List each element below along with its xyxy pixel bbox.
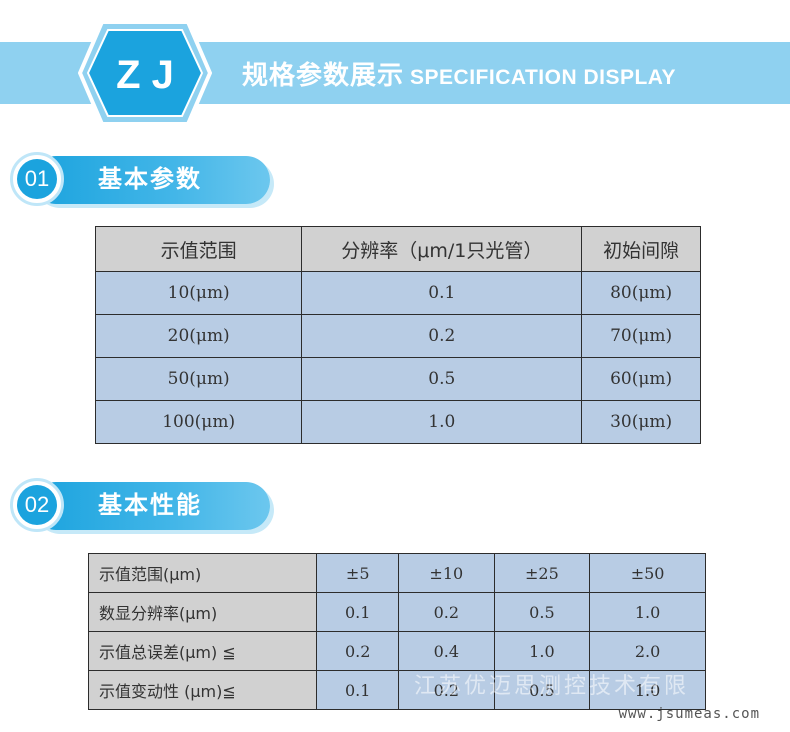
- table-cell: 0.1: [301, 271, 583, 315]
- row-label: 示值变动性 (μm)≦: [87, 670, 318, 710]
- section-header-basic-params: 01 基本参数: [10, 152, 272, 210]
- table-cell: 0.2: [301, 314, 583, 358]
- table-cell: ±25: [493, 553, 591, 593]
- table-cell: 80(μm): [581, 271, 701, 315]
- table-cell: 100(μm): [94, 400, 303, 444]
- section-title: 基本性能: [98, 492, 202, 519]
- table-row: 示值总误差(μm) ≦ 0.2 0.4 1.0 2.0: [87, 631, 706, 671]
- table-cell: 0.5: [301, 357, 583, 401]
- table-row: 示值变动性 (μm)≦ 0.1 0.2 0.5 1.0: [87, 670, 706, 710]
- table-row: 50(μm) 0.5 60(μm): [94, 357, 701, 401]
- section-header-basic-performance: 02 基本性能: [10, 478, 272, 536]
- section-number: 02: [17, 485, 57, 525]
- table-row: 数显分辨率(μm) 0.1 0.2 0.5 1.0: [87, 592, 706, 632]
- table-cell: 20(μm): [94, 314, 303, 358]
- table-cell: 70(μm): [581, 314, 701, 358]
- table-cell: 50(μm): [94, 357, 303, 401]
- table-cell: 0.1: [316, 592, 399, 632]
- table-cell: 0.5: [493, 592, 591, 632]
- table-cell: ±50: [589, 553, 706, 593]
- column-header: 分辨率（μm/1只光管）: [301, 226, 583, 272]
- column-header: 示值范围: [94, 226, 303, 272]
- table-cell: 0.2: [316, 631, 399, 671]
- row-label: 示值总误差(μm) ≦: [87, 631, 318, 671]
- table-cell: ±5: [316, 553, 399, 593]
- table-cell: 1.0: [589, 592, 706, 632]
- section-number: 01: [17, 159, 57, 199]
- section-number-badge: 01: [10, 152, 64, 206]
- zj-hexagon-logo: Z J: [78, 20, 212, 126]
- column-header: 初始间隙: [581, 226, 701, 272]
- table-row: 100(μm) 1.0 30(μm): [94, 400, 701, 444]
- table-cell: 30(μm): [581, 400, 701, 444]
- row-label: 数显分辨率(μm): [87, 592, 318, 632]
- section-pill: [32, 156, 270, 204]
- website-url: www.jsumeas.com: [618, 706, 760, 722]
- section-number-badge: 02: [10, 478, 64, 532]
- table-cell: 10(μm): [94, 271, 303, 315]
- table-cell: 0.1: [316, 670, 399, 710]
- table-cell: 0.2: [397, 592, 495, 632]
- row-label: 示值范围(μm): [87, 553, 318, 593]
- logo-text: Z J: [116, 53, 174, 97]
- basic-params-table: 示值范围 分辨率（μm/1只光管） 初始间隙 10(μm) 0.1 80(μm)…: [94, 226, 701, 444]
- table-cell: 60(μm): [581, 357, 701, 401]
- table-row: 10(μm) 0.1 80(μm): [94, 271, 701, 315]
- table-cell: 0.4: [397, 631, 495, 671]
- banner-title-en: SPECIFICATION DISPLAY: [410, 66, 677, 89]
- company-watermark: 江苏优迈思测控技术有限: [414, 674, 690, 699]
- table-cell: 1.0: [589, 670, 706, 710]
- table-cell: 0.5: [493, 670, 591, 710]
- table-cell: 2.0: [589, 631, 706, 671]
- section-title: 基本参数: [98, 166, 202, 193]
- table-header-row: 示值范围 分辨率（μm/1只光管） 初始间隙: [94, 226, 701, 272]
- section-pill: [32, 482, 270, 530]
- table-cell: 1.0: [301, 400, 583, 444]
- banner-title: 规格参数展示 SPECIFICATION DISPLAY: [242, 55, 676, 95]
- table-cell: 1.0: [493, 631, 591, 671]
- table-cell: ±10: [397, 553, 495, 593]
- table-row: 示值范围(μm) ±5 ±10 ±25 ±50: [87, 553, 706, 593]
- table-row: 20(μm) 0.2 70(μm): [94, 314, 701, 358]
- banner-title-cn: 规格参数展示: [242, 60, 405, 90]
- basic-performance-table: 示值范围(μm) ±5 ±10 ±25 ±50 数显分辨率(μm) 0.1 0.…: [87, 553, 706, 710]
